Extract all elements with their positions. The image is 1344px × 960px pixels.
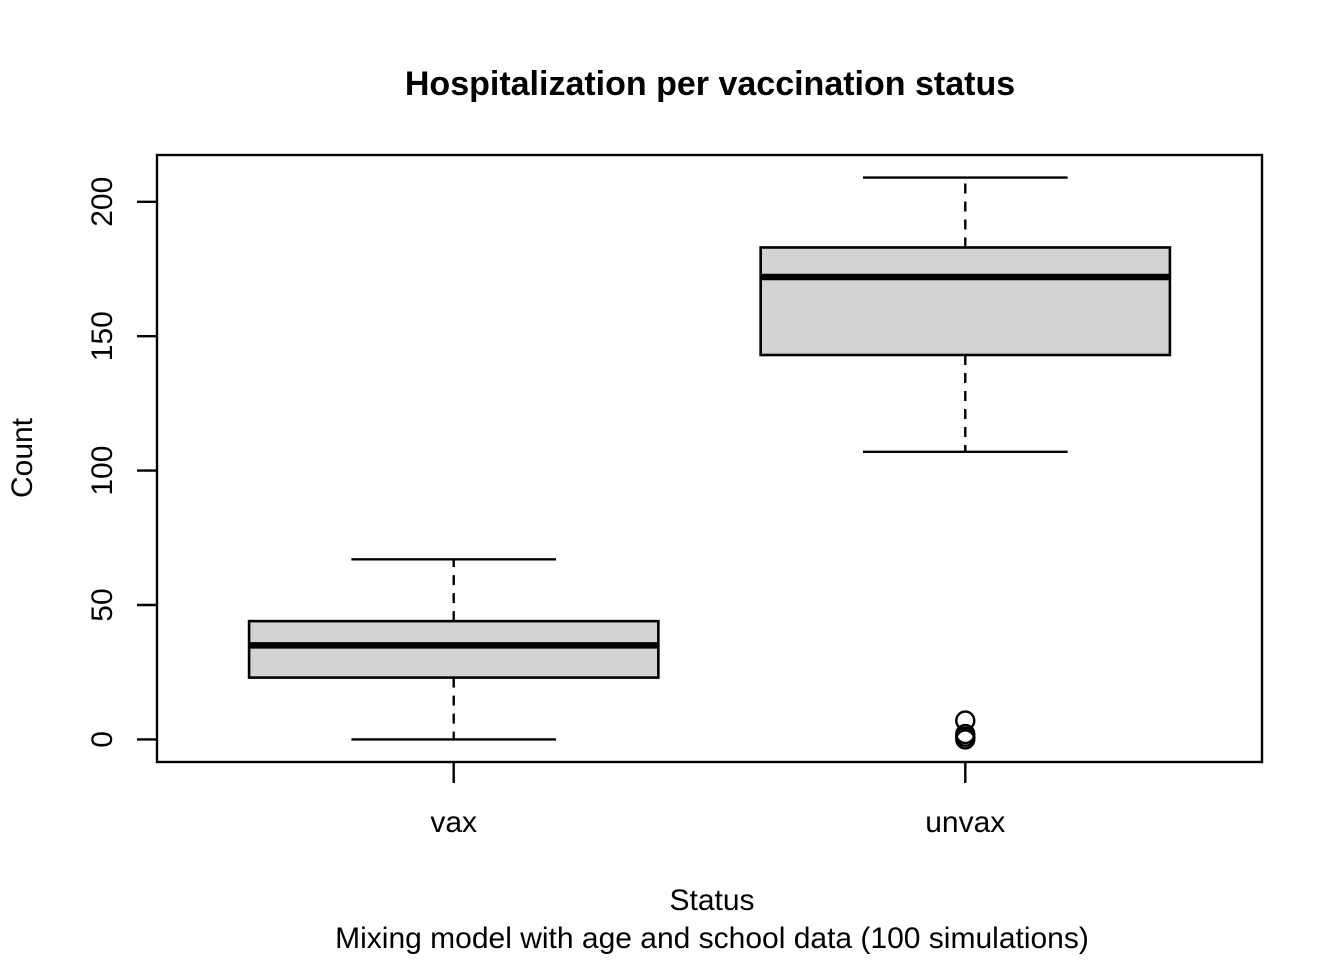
chart-subtitle: Mixing model with age and school data (1… <box>335 922 1089 955</box>
x-tick-label: unvax <box>925 806 1005 839</box>
iqr-box <box>247 619 660 679</box>
x-axis-label: Status <box>669 884 754 917</box>
plot-area: 0 50 100 150 200 vax unvax <box>86 153 1264 839</box>
x-tick-label: vax <box>430 806 477 839</box>
y-axis-label: Count <box>6 417 39 498</box>
outlier-point <box>955 729 976 750</box>
y-tick-label: 50 <box>86 588 119 621</box>
y-tick-label: 200 <box>86 177 119 227</box>
chart-title: Hospitalization per vaccination status <box>405 65 1015 103</box>
y-tick-label: 0 <box>86 731 119 748</box>
y-tick-label: 100 <box>86 446 119 496</box>
iqr-box <box>759 246 1172 357</box>
y-tick-label: 150 <box>86 311 119 361</box>
